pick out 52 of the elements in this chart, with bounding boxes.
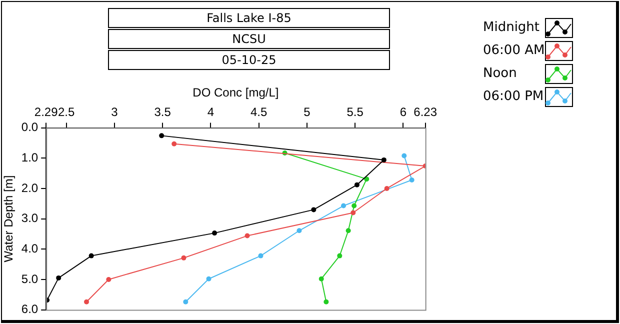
legend-label: Noon: [483, 66, 518, 81]
y-tick-label: 1.0: [21, 150, 38, 164]
point: [324, 299, 329, 304]
y-tick-label: 5.0: [21, 272, 38, 286]
point: [354, 182, 360, 188]
chart-subtitle: NCSU: [108, 29, 390, 49]
point: [296, 228, 302, 234]
legend-label: Midnight: [483, 20, 541, 35]
x-tick-label: 5.5: [346, 104, 364, 119]
point: [346, 228, 351, 234]
point: [318, 276, 324, 282]
x-tick-label: 3: [111, 104, 118, 119]
point: [181, 255, 186, 260]
point: [159, 133, 164, 138]
point: [172, 141, 177, 146]
x-axis-title: DO Conc [mg/L]: [192, 86, 279, 100]
y-tick-label: 2.0: [21, 180, 38, 195]
point: [88, 253, 94, 258]
y-axis-title: Water Depth [m]: [2, 175, 16, 262]
point: [384, 186, 390, 191]
x-tick-label: 6: [400, 104, 407, 119]
x-tick-label: 4: [207, 104, 214, 119]
point: [244, 233, 250, 238]
point: [84, 299, 90, 304]
x-tick-label: 4.5: [250, 104, 268, 119]
x-tick-label: 6.23: [414, 104, 438, 119]
point: [56, 275, 62, 280]
point: [258, 253, 264, 258]
x-tick-label: 2.5: [58, 104, 75, 119]
point: [206, 276, 212, 282]
chart-title: Falls Lake I-85: [108, 8, 390, 28]
y-tick-label: 6.0: [21, 302, 38, 316]
x-tick-label: 3.5: [154, 104, 172, 119]
legend-label: 06:00 PM: [483, 89, 545, 104]
y-tick-label: 3.0: [21, 211, 38, 226]
point: [341, 203, 346, 208]
point: [381, 157, 386, 162]
x-tick-label: 5: [304, 104, 311, 119]
x-tick-label: 2.29: [34, 104, 58, 119]
y-tick-label: 0.0: [21, 120, 38, 134]
point: [106, 276, 112, 282]
point: [409, 177, 414, 182]
point: [183, 299, 188, 304]
y-tick-label: 4.0: [21, 241, 38, 256]
legend-label: 06:00 AM: [483, 43, 545, 58]
point: [402, 153, 407, 158]
point: [350, 210, 356, 216]
text: 05-10-25: [108, 50, 390, 70]
point: [311, 207, 316, 212]
point: [337, 253, 342, 258]
point: [352, 203, 357, 208]
point: [212, 230, 218, 236]
